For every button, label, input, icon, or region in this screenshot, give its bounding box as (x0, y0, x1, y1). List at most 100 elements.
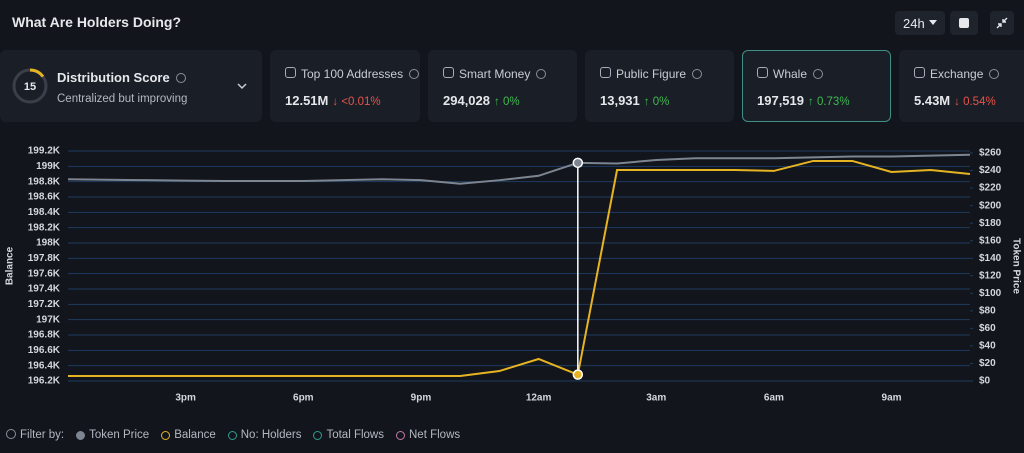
card-value-row: 5.43M ↓ 0.54% (914, 93, 996, 108)
score-card[interactable]: 15 Distribution Score Centralized but im… (0, 50, 262, 122)
card-value: 12.51M (285, 93, 329, 108)
x-tick-label: 9pm (411, 393, 432, 404)
filter-name: Net Flows (409, 429, 461, 441)
y-tick-label: 199K (36, 161, 61, 172)
y-tick-label: 196.2K (28, 376, 61, 387)
score-gauge: 15 (12, 68, 48, 104)
card-value: 5.43M (914, 93, 951, 108)
metric-card[interactable]: Whale 197,519 ↑ 0.73% (742, 50, 891, 122)
card-title-row: Public Figure (616, 67, 703, 81)
filter-name: Token Price (89, 429, 150, 441)
hover-point (572, 157, 584, 169)
y-tick-label: 196.6K (28, 345, 61, 356)
card-title-row: Whale (773, 67, 824, 81)
y-tick-label: 197K (36, 314, 61, 325)
card-title-row: Smart Money (459, 67, 547, 81)
filter-item[interactable]: Total Flows (313, 429, 384, 441)
y-tick-label: 198.2K (28, 222, 61, 233)
card-change: ↑ 0.73% (808, 96, 850, 108)
card-title: Whale (773, 67, 808, 81)
calendar-icon (959, 18, 969, 28)
y-tick-label: 198K (36, 238, 61, 249)
card-change: ↓ <0.01% (332, 96, 381, 108)
card-icon (600, 67, 611, 78)
card-value-row: 294,028 ↑ 0% (443, 93, 520, 108)
gauge-arc (12, 68, 48, 104)
info-icon (6, 429, 16, 439)
info-icon (692, 69, 703, 79)
score-title: Distribution Score (57, 70, 170, 85)
score-description: Centralized but improving (57, 93, 188, 105)
y-tick-label: 198.8K (28, 176, 61, 187)
y2-tick-label: $200 (979, 200, 1002, 211)
card-value: 13,931 (600, 93, 640, 108)
card-icon (757, 67, 768, 78)
filter-item[interactable]: Net Flows (396, 429, 460, 441)
y-tick-label: 197.2K (28, 299, 61, 310)
info-icon (813, 69, 824, 79)
card-value-row: 12.51M ↓ <0.01% (285, 93, 381, 108)
collapse-icon (996, 17, 1008, 29)
y-tick-label: 196.4K (28, 360, 61, 371)
y2-tick-label: $100 (979, 288, 1002, 299)
y2-tick-label: $120 (979, 270, 1002, 281)
range-select[interactable]: 24h (895, 11, 945, 35)
card-title: Exchange (930, 67, 984, 81)
y2-tick-label: $260 (979, 148, 1002, 159)
card-value: 197,519 (757, 93, 804, 108)
y2-tick-label: $20 (979, 358, 996, 369)
metric-card[interactable]: Smart Money 294,028 ↑ 0% (428, 50, 577, 122)
y-tick-label: 197.8K (28, 253, 61, 264)
filter-item[interactable]: Balance (161, 429, 216, 441)
y-tick-label: 198.6K (28, 192, 61, 203)
x-tick-label: 12am (526, 393, 552, 404)
filter-swatch (396, 430, 405, 440)
card-change: ↓ 0.54% (954, 96, 996, 108)
card-value-row: 13,931 ↑ 0% (600, 93, 669, 108)
x-tick-label: 6am (764, 393, 784, 404)
filter-name: No: Holders (240, 429, 302, 441)
info-icon (989, 69, 1000, 79)
y-tick-label: 196.8K (28, 330, 61, 341)
y2-tick-label: $180 (979, 218, 1002, 229)
series-line (67, 153, 971, 185)
card-title: Public Figure (616, 67, 687, 81)
y2-tick-label: $240 (979, 165, 1002, 176)
y-axis-title: Balance (5, 246, 16, 285)
metric-card[interactable]: Exchange 5.43M ↓ 0.54% (899, 50, 1024, 122)
filter-swatch (76, 430, 86, 440)
y2-tick-label: $140 (979, 253, 1002, 264)
y-tick-label: 199.2K (28, 146, 61, 157)
y-tick-label: 198.4K (28, 207, 61, 218)
card-icon (914, 67, 925, 78)
dropdown-arrow (929, 20, 937, 25)
x-tick-label: 3pm (175, 393, 196, 404)
info-icon (536, 69, 547, 79)
card-icon (443, 67, 454, 78)
x-tick-label: 9am (882, 393, 902, 404)
card-icon (285, 67, 296, 78)
y2-tick-label: $160 (979, 235, 1002, 246)
card-title-row: Exchange (930, 67, 1000, 81)
collapse-button[interactable] (990, 11, 1014, 35)
filter-bar: Filter by: Token Price Balance No: Holders… (6, 427, 460, 443)
filter-label: Filter by: (20, 429, 65, 441)
y2-tick-label: $40 (979, 341, 996, 352)
card-value-row: 197,519 ↑ 0.73% (757, 93, 850, 108)
range-label: 24h (903, 16, 925, 31)
info-icon (175, 73, 186, 83)
y-tick-label: 197.6K (28, 268, 61, 279)
metric-card[interactable]: Public Figure 13,931 ↑ 0% (585, 50, 734, 122)
y-tick-label: 197.4K (28, 284, 61, 295)
filter-swatch (313, 430, 323, 440)
calendar-button[interactable] (950, 11, 978, 35)
y2-tick-label: $60 (979, 323, 996, 334)
filter-swatch (227, 430, 237, 440)
filter-item[interactable]: No: Holders (227, 429, 302, 441)
filter-item[interactable]: Token Price (76, 429, 149, 441)
info-icon (409, 69, 420, 79)
metric-card[interactable]: Top 100 Addresses 12.51M ↓ <0.01% (270, 50, 420, 122)
score-value: 15 (24, 81, 36, 93)
